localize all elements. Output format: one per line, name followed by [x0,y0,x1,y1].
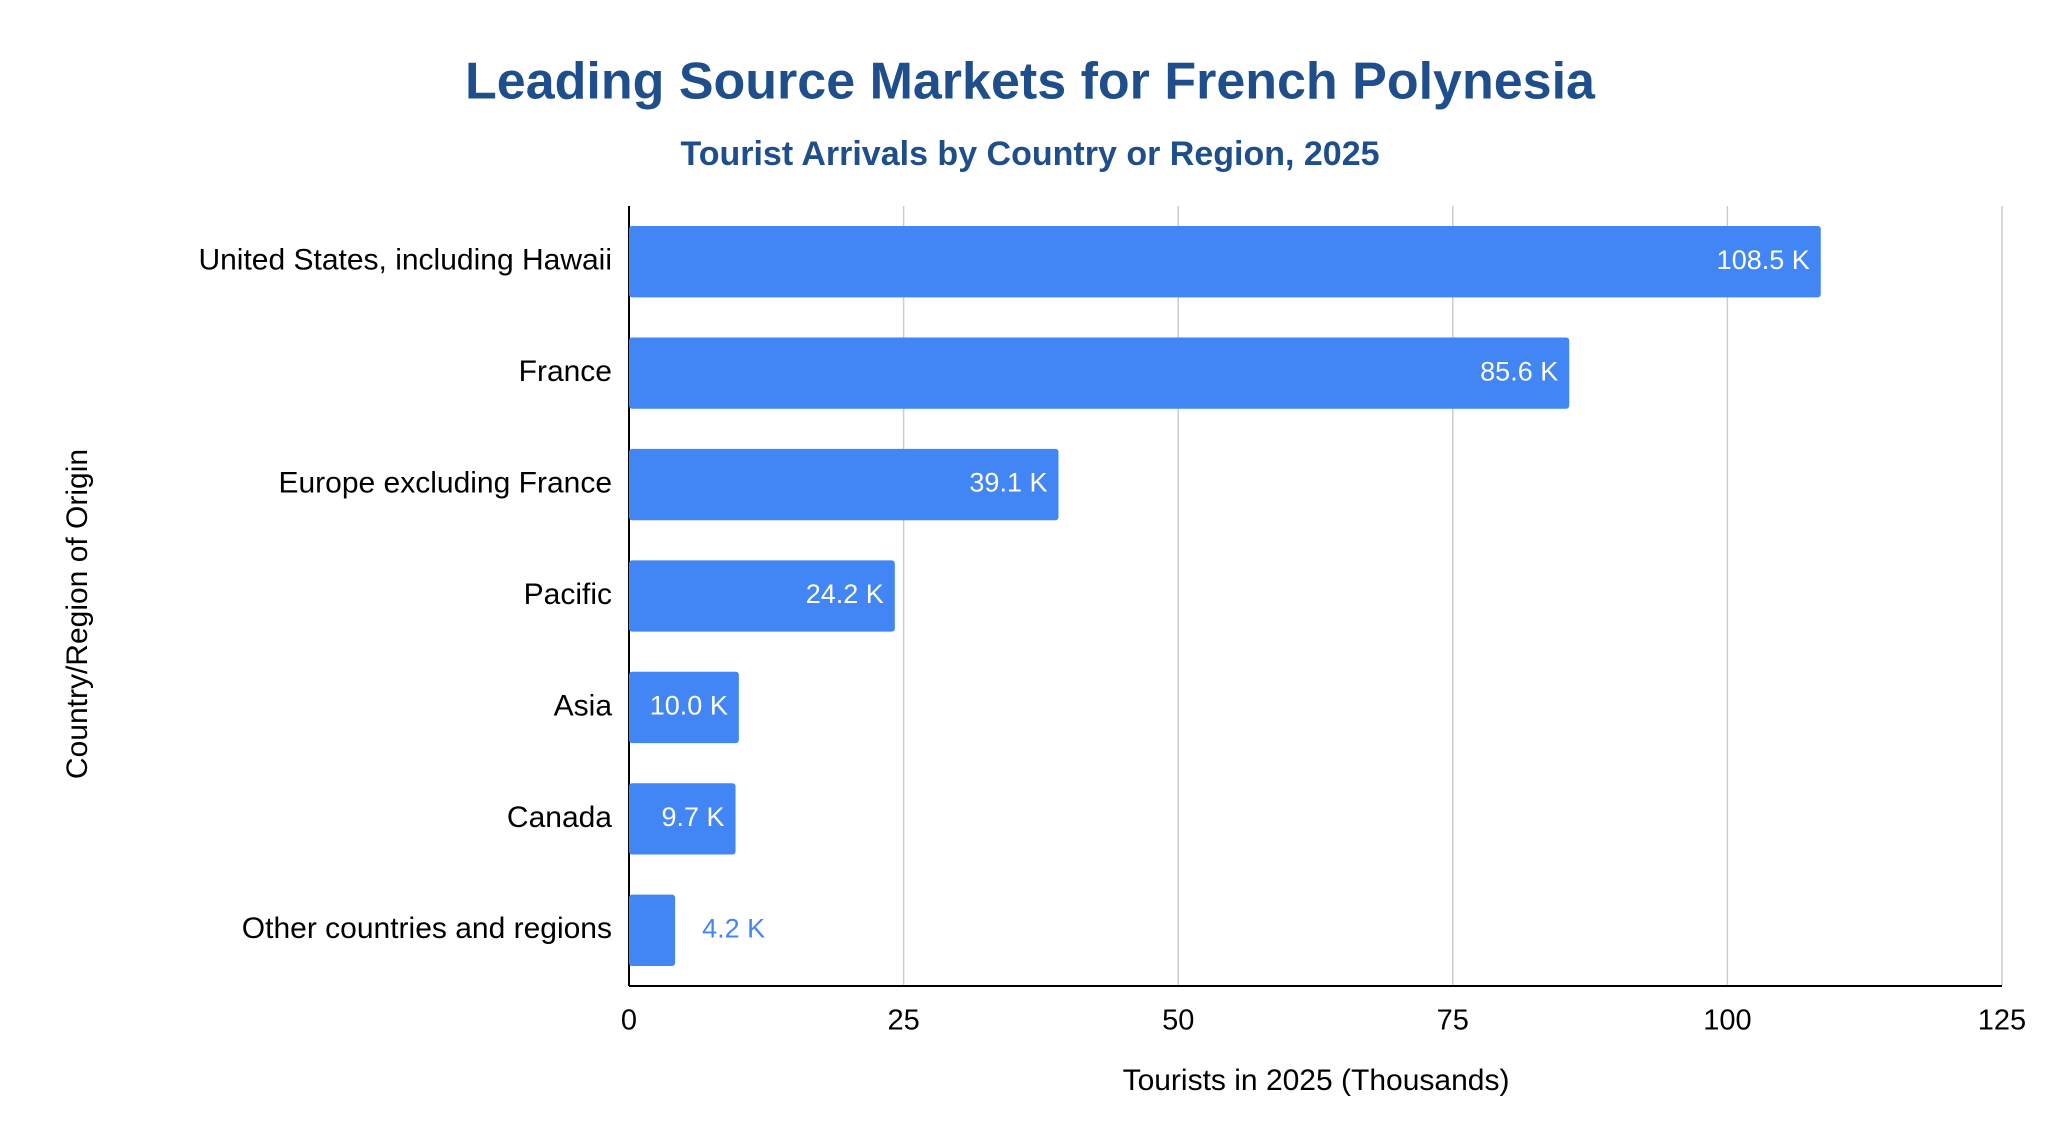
y-tick-label: Europe excluding France [278,466,612,499]
x-tick-label: 50 [1162,1005,1194,1037]
y-tick-label: Pacific [524,578,612,611]
x-tick-label: 0 [621,1005,637,1037]
data-label: 85.6 K [1480,356,1558,386]
bar [629,226,1821,298]
y-tick-label: Other countries and regions [242,912,612,945]
y-tick-label: United States, including Hawaii [198,244,612,277]
bar [629,783,736,855]
x-tick-label: 25 [887,1005,919,1037]
data-label: 10.0 K [650,691,728,721]
bar [629,671,739,744]
y-tick-label: Asia [554,689,613,722]
chart-subtitle: Tourist Arrivals by Country or Region, 2… [680,135,1379,173]
data-label: 4.2 K [702,913,765,943]
y-tick-label: Canada [507,801,612,834]
x-axis-title: Tourists in 2025 (Thousands) [1123,1064,1510,1097]
bar [629,337,1570,409]
y-tick-label: France [519,355,612,388]
data-label: 9.7 K [661,802,724,832]
x-tick-label: 100 [1703,1005,1751,1037]
y-axis-title: Country/Region of Origin [61,449,94,779]
data-label: 39.1 K [969,468,1047,498]
x-tick-label: 125 [1978,1005,2026,1037]
bar [629,448,1059,521]
data-label: 108.5 K [1717,245,1810,275]
x-tick-label: 75 [1437,1005,1469,1037]
data-label: 24.2 K [806,579,884,609]
chart-title: Leading Source Markets for French Polyne… [465,53,1596,111]
bar [629,560,895,632]
bar [629,894,676,966]
